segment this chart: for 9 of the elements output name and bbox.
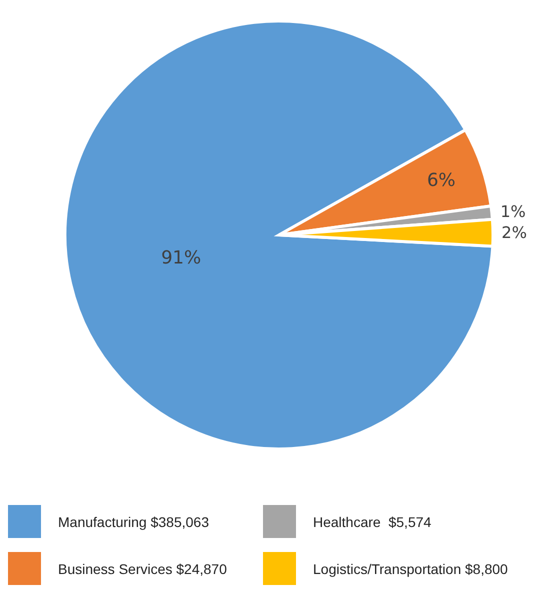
legend-label: Healthcare $5,574	[313, 514, 432, 530]
data-label: 91%	[161, 247, 202, 268]
data-label: 6%	[426, 170, 456, 191]
legend-label: Manufacturing $385,063	[58, 514, 209, 530]
data-label: 2%	[502, 223, 527, 242]
legend-label: Logistics/Transportation $8,800	[313, 560, 508, 576]
pie-slice	[64, 20, 494, 450]
data-label: 1%	[500, 202, 526, 222]
legend-label: Business Services $24,870	[58, 560, 227, 576]
